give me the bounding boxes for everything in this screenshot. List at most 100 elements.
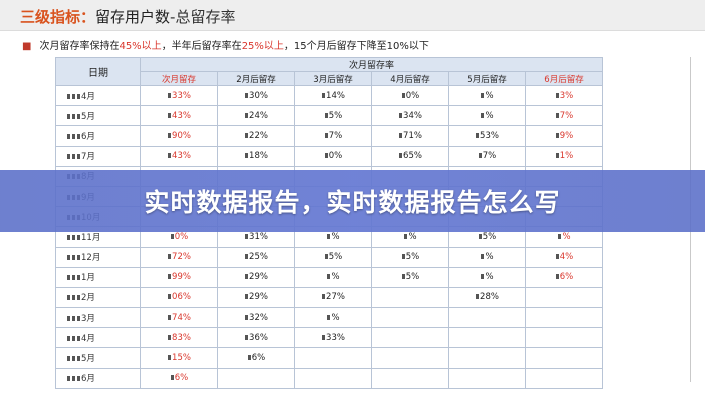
retention-value: % <box>485 90 494 101</box>
redacted-mark <box>170 373 175 383</box>
retention-cell <box>371 307 449 329</box>
retention-value: 3% <box>559 90 574 101</box>
retention-cell: 36% <box>217 327 295 349</box>
table-row: 12月 72% 25% 5% 5%% 4% <box>55 246 603 268</box>
redacted-mark <box>66 112 81 122</box>
row-date: 6月 <box>55 367 141 389</box>
redacted-mark <box>247 353 252 363</box>
redacted-mark <box>170 232 175 242</box>
retention-cell <box>217 367 295 389</box>
row-date: 4月 <box>55 84 141 107</box>
retention-cell: 22% <box>217 125 295 147</box>
retention-cell: 5% <box>371 246 449 268</box>
row-date: 1月 <box>55 266 141 288</box>
table-row: 6月 90% 22% 7% 71% 53% 9% <box>55 125 603 147</box>
row-date-label: 7月 <box>81 152 95 163</box>
retention-cell: % <box>448 246 526 268</box>
month-header: 次月留存 <box>140 71 218 86</box>
retention-cell: 7% <box>525 105 603 127</box>
retention-cell <box>371 327 449 349</box>
retention-cell: 43% <box>140 105 218 127</box>
retention-value: 22% <box>249 130 268 141</box>
row-date-label: 4月 <box>81 333 95 344</box>
redacted-mark <box>244 111 249 121</box>
redacted-mark <box>167 333 172 343</box>
redacted-mark <box>475 292 480 302</box>
retention-value: 0% <box>174 231 189 242</box>
retention-value: 1% <box>559 151 574 162</box>
retention-cell <box>371 367 449 389</box>
retention-cell: 34% <box>371 105 449 127</box>
redacted-mark <box>167 151 172 161</box>
redacted-mark <box>66 152 81 162</box>
retention-cell: 30% <box>217 84 295 107</box>
redacted-mark <box>555 131 560 141</box>
retention-value: % <box>485 110 494 121</box>
redacted-mark <box>324 131 329 141</box>
retention-cell <box>525 307 603 329</box>
redacted-mark <box>66 334 81 344</box>
redacted-mark <box>66 253 81 263</box>
retention-cell: 3% <box>525 84 603 107</box>
retention-value: % <box>331 272 340 283</box>
redacted-mark <box>555 151 560 161</box>
redacted-mark <box>398 111 403 121</box>
retention-value: 90% <box>172 130 191 141</box>
redacted-mark <box>66 314 81 324</box>
title-part1: 三级指标： <box>20 8 96 26</box>
redacted-mark <box>398 131 403 141</box>
redacted-mark <box>326 272 331 282</box>
month-header: 6月后留存 <box>525 71 603 86</box>
retention-cell: 5% <box>294 246 372 268</box>
retention-value: 36% <box>249 332 268 343</box>
redacted-mark <box>398 151 403 161</box>
month-header: 5月后留存 <box>448 71 526 86</box>
redacted-mark <box>66 132 81 142</box>
subtitle-prefix: 次月留存率保持在 <box>39 41 120 52</box>
retention-cell <box>294 367 372 389</box>
retention-value: 9% <box>559 130 574 141</box>
retention-value: 99% <box>172 272 191 283</box>
redacted-mark <box>244 252 249 262</box>
retention-cell: 9% <box>525 125 603 147</box>
redacted-mark <box>324 252 329 262</box>
retention-value: 14% <box>326 90 345 101</box>
retention-cell <box>371 347 449 369</box>
redacted-mark <box>244 333 249 343</box>
retention-cell: 90% <box>140 125 218 147</box>
bullet-icon: ■ <box>22 41 32 52</box>
retention-cell: 5% <box>371 266 449 288</box>
row-date-label: 4月 <box>81 91 95 102</box>
table-row: 5月 43% 24% 5% 34%% 7% <box>55 105 603 127</box>
row-date: 6月 <box>55 125 141 147</box>
title-banner: 实时数据报告，实时数据报告怎么写 <box>0 170 705 232</box>
redacted-mark <box>167 292 172 302</box>
page-title: 三级指标：留存用户数-总留存率 <box>20 6 235 27</box>
redacted-mark <box>555 252 560 262</box>
row-date-label: 6月 <box>81 374 95 385</box>
retention-cell: % <box>448 84 526 107</box>
redacted-mark <box>167 353 172 363</box>
retention-cell: 29% <box>217 286 295 309</box>
table-row: 4月 33% 30% 14% 0%% 3% <box>55 84 603 107</box>
row-date: 5月 <box>55 347 141 369</box>
redacted-mark <box>321 91 326 101</box>
retention-cell: 71% <box>371 125 449 147</box>
retention-cell: 24% <box>217 105 295 127</box>
retention-value: % <box>331 312 340 323</box>
redacted-mark <box>66 233 81 243</box>
retention-cell: 27% <box>294 286 372 309</box>
retention-value: 7% <box>559 110 574 121</box>
retention-cell: 7% <box>448 145 526 167</box>
retention-cell: 25% <box>217 246 295 268</box>
redacted-mark <box>66 273 81 283</box>
retention-cell <box>448 327 526 349</box>
table-row: 4月 83% 36% 33% <box>55 327 603 349</box>
redacted-mark <box>480 252 485 262</box>
date-header: 日期 <box>55 57 141 86</box>
header-bar: 三级指标：留存用户数-总留存率 <box>0 0 705 31</box>
retention-value: 43% <box>172 151 191 162</box>
retention-value: 5% <box>405 252 420 263</box>
retention-cell: 5% <box>294 105 372 127</box>
retention-value: 32% <box>249 312 268 323</box>
